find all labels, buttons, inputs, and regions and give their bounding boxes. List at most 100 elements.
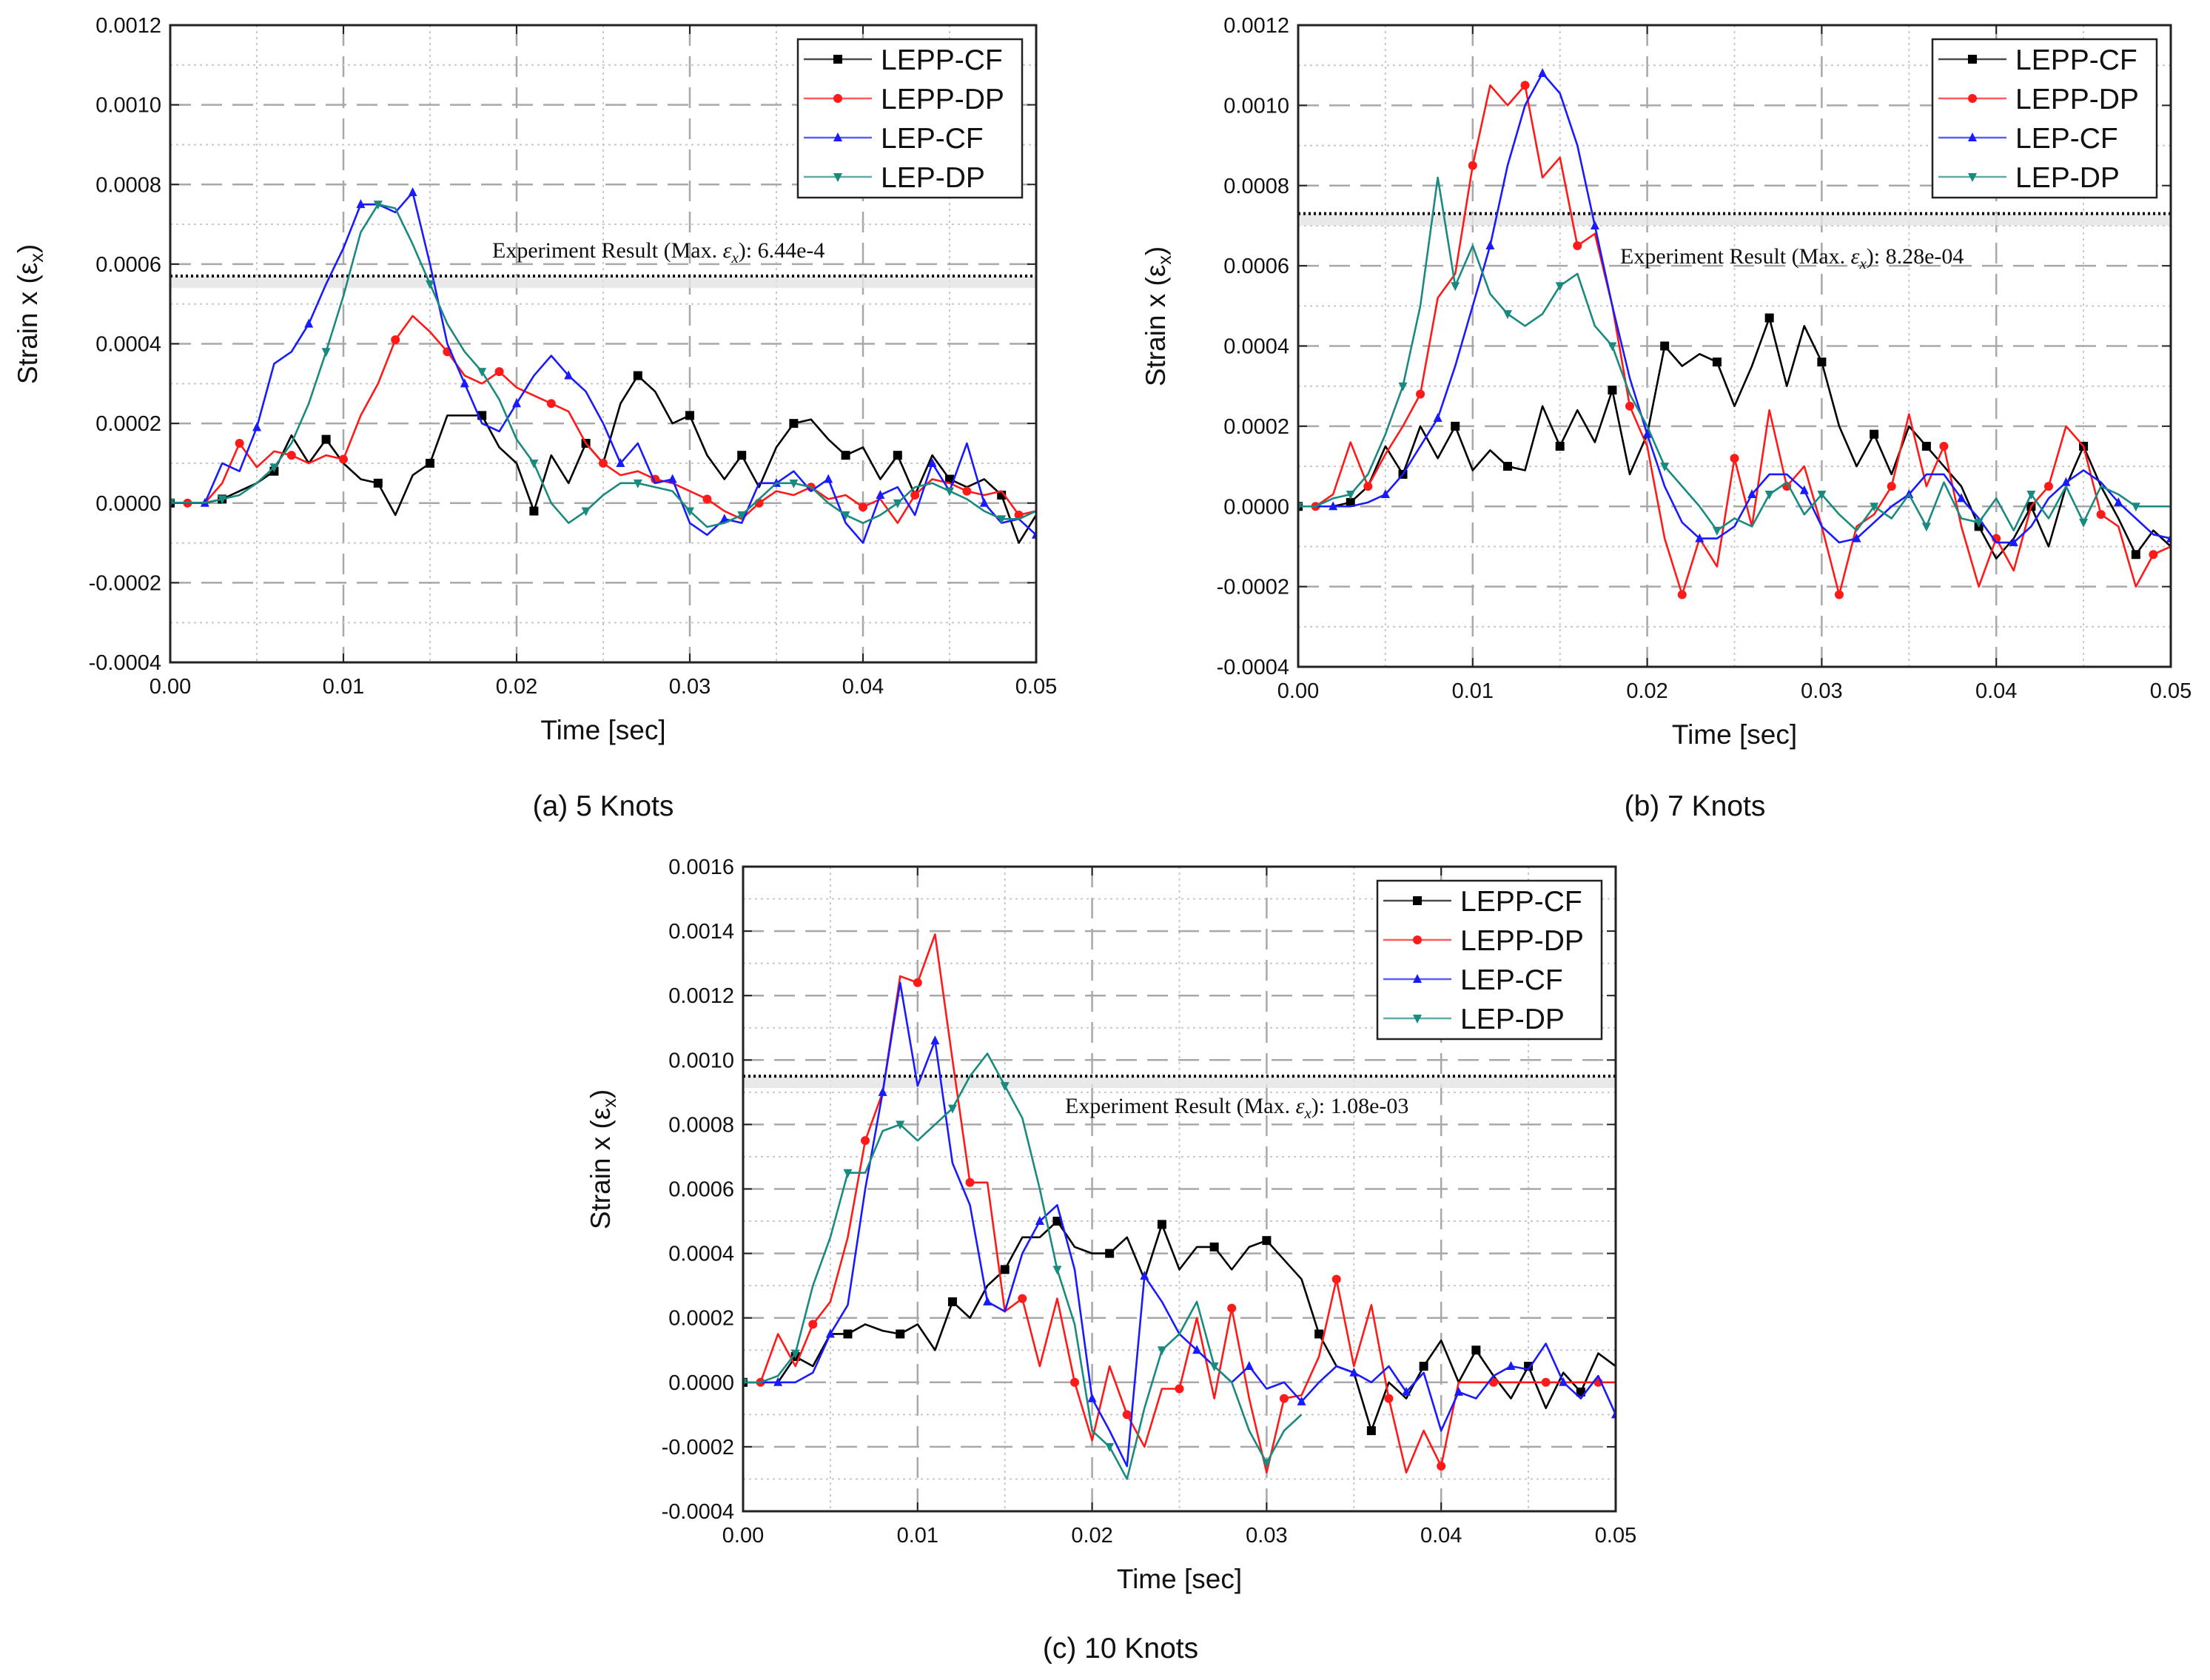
legend-marker [1413, 1015, 1422, 1024]
data-point-lep-dp [1764, 490, 1774, 500]
data-point-lepp-cf [1105, 1249, 1115, 1258]
legend-marker [1413, 935, 1422, 944]
data-point-lep-dp [1157, 1346, 1166, 1356]
y-tick-label: 0.0006 [1223, 255, 1289, 278]
y-tick-label: 0.0002 [95, 412, 161, 436]
data-point-lep-cf [1192, 1345, 1202, 1354]
data-point-lepp-dp [859, 503, 867, 512]
data-point-lep-dp [841, 511, 850, 520]
y-tick-label: 0.0002 [668, 1307, 734, 1331]
legend-marker [833, 55, 842, 64]
data-point-lepp-dp [1573, 241, 1582, 251]
data-point-lep-dp [218, 495, 227, 505]
data-point-lep-cf [304, 318, 314, 328]
data-point-lepp-cf [1817, 357, 1827, 367]
data-point-lepp-cf [1346, 497, 1355, 507]
data-point-lepp-dp [1730, 454, 1739, 463]
chart-2: 0.00 0.01 0.02 0.03 0.04 0.05 -0.0004 -0.0002 0.… [585, 856, 1636, 1664]
x-tick-label: 0.01 [897, 1524, 938, 1548]
data-point-lep-cf [876, 489, 885, 499]
data-point-lepp-dp [1175, 1384, 1184, 1394]
data-point-lep-dp [1712, 526, 1722, 536]
data-point-lepp-cf [1262, 1236, 1272, 1246]
x-tick-label: 0.03 [1801, 679, 1842, 703]
y-axis-title-subscript: x [599, 1098, 620, 1108]
series-group [170, 187, 1036, 544]
data-point-lepp-dp [1437, 1462, 1446, 1471]
y-axis-title-main: Strain x (ε [1141, 265, 1171, 387]
y-tick-label: 0.0000 [668, 1371, 734, 1395]
data-point-lep-dp [893, 499, 902, 508]
legend: LEPP-CF LEPP-DP LEP-CF LEP-DP [1931, 38, 2158, 199]
annotation-prefix: Experiment Result (Max. [1620, 244, 1851, 269]
series-line-lep-cf [1298, 72, 2171, 544]
legend-marker [1968, 55, 1977, 64]
data-point-lep-dp [947, 1104, 957, 1114]
data-point-lep-cf [2009, 537, 2018, 547]
experiment-result-annotation: Experiment Result (Max. εx): 1.08e-03 [1065, 1094, 1408, 1122]
annotation-subscript: x [730, 249, 739, 266]
legend: LEPP-CF LEPP-DP LEP-CF LEP-DP [796, 38, 1024, 199]
data-point-lepp-cf [321, 434, 331, 444]
data-point-lepp-cf [1608, 386, 1617, 395]
legend-marker [1413, 974, 1422, 983]
legend-marker [833, 94, 842, 103]
data-point-lep-dp [321, 348, 331, 357]
data-point-lepp-cf [947, 1297, 957, 1306]
data-point-lepp-dp [962, 486, 972, 496]
y-tick-label: -0.0004 [1217, 656, 1289, 679]
data-point-lep-dp [633, 479, 642, 488]
data-point-lep-cf [512, 398, 521, 408]
data-point-lep-dp [896, 1120, 905, 1130]
plot-frame [1297, 24, 2172, 668]
data-point-lep-cf [1244, 1361, 1254, 1371]
series-line-lep-cf [170, 191, 1036, 544]
plot-frame [742, 865, 1617, 1513]
data-point-lepp-cf [1052, 1217, 1062, 1226]
data-point-lep-dp [1608, 342, 1617, 352]
data-point-lep-dp [2079, 518, 2089, 528]
data-point-lepp-dp [1468, 161, 1477, 170]
data-point-lep-dp [529, 459, 539, 468]
y-tick-label: -0.0004 [662, 1500, 734, 1524]
data-point-lepp-cf [1764, 313, 1774, 323]
reference-band [170, 276, 1036, 289]
data-point-lepp-dp [2096, 510, 2106, 520]
data-point-lepp-cf [1921, 441, 1931, 451]
data-point-lepp-dp [599, 458, 608, 468]
data-point-lep-dp [581, 507, 591, 517]
y-axis-title-main: Strain x (ε [585, 1108, 616, 1230]
data-point-lep-cf [1433, 413, 1442, 423]
x-tick-label: 0.03 [1246, 1524, 1287, 1548]
data-point-lep-cf [930, 1035, 940, 1045]
data-point-lep-cf [1454, 1386, 1463, 1396]
y-axis-title: Strain x (εx) [585, 1089, 620, 1229]
y-tick-label: 0.0010 [1223, 94, 1289, 118]
data-point-lep-cf [1747, 488, 1757, 498]
y-axis-title: Strain x (εx) [13, 244, 47, 384]
legend-marker [1968, 94, 1977, 103]
data-point-lepp-cf [737, 451, 747, 460]
data-point-lep-cf [979, 497, 989, 507]
reference-band [1298, 213, 2171, 226]
data-point-lep-dp [1000, 1082, 1010, 1092]
data-point-lepp-dp [1416, 389, 1425, 399]
legend-label: LEP-DP [2015, 162, 2120, 194]
data-point-lepp-dp [965, 1177, 975, 1187]
chart-1: 0.00 0.01 0.02 0.03 0.04 0.05 -0.0004 -0.0002 0.… [1141, 14, 2191, 822]
annotation-subscript: x [1303, 1104, 1311, 1122]
legend-label: LEP-CF [881, 123, 984, 155]
y-tick-label: 0.0008 [1223, 175, 1289, 198]
annotation-symbol: ε [1851, 244, 1860, 269]
series-line-lep-dp [1298, 176, 2171, 532]
legend-label: LEPP-DP [2015, 84, 2139, 115]
data-point-lep-dp [685, 507, 694, 517]
data-point-lepp-cf [945, 474, 954, 484]
data-point-lepp-cf [373, 478, 383, 488]
legend-label: LEP-DP [881, 162, 985, 194]
x-axis-title: Time [sec] [1672, 719, 1797, 750]
y-tick-label: 0.0000 [1223, 495, 1289, 519]
data-point-lepp-dp [1677, 590, 1687, 599]
y-axis-title: Strain x (εx) [1141, 246, 1175, 386]
y-axis-title-end: ) [585, 1089, 616, 1098]
